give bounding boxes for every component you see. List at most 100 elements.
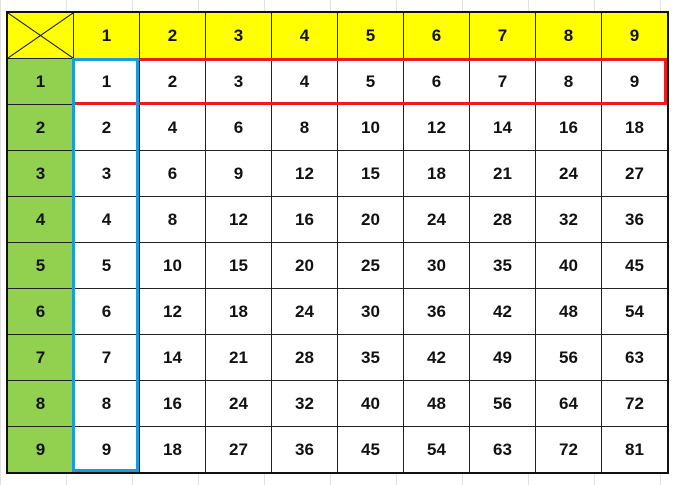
product-cell[interactable]: 42 (469, 288, 536, 335)
product-cell[interactable]: 4 (271, 58, 338, 105)
product-cell[interactable]: 63 (601, 334, 669, 381)
product-cell[interactable]: 9 (205, 150, 272, 197)
product-cell[interactable]: 4 (73, 196, 140, 243)
product-cell[interactable]: 27 (205, 426, 272, 474)
product-cell[interactable]: 14 (139, 334, 206, 381)
column-header-9[interactable]: 9 (601, 11, 669, 59)
product-cell[interactable]: 24 (535, 150, 602, 197)
product-cell[interactable]: 27 (601, 150, 669, 197)
product-cell[interactable]: 3 (73, 150, 140, 197)
column-header-6[interactable]: 6 (403, 11, 470, 59)
product-cell[interactable]: 7 (469, 58, 536, 105)
column-header-8[interactable]: 8 (535, 11, 602, 59)
product-cell[interactable]: 7 (73, 334, 140, 381)
product-cell[interactable]: 4 (139, 104, 206, 151)
column-header-2[interactable]: 2 (139, 11, 206, 59)
product-cell[interactable]: 12 (205, 196, 272, 243)
product-cell[interactable]: 5 (337, 58, 404, 105)
product-cell[interactable]: 18 (403, 150, 470, 197)
product-cell[interactable]: 25 (337, 242, 404, 289)
row-header-6[interactable]: 6 (6, 288, 74, 335)
product-cell[interactable]: 6 (73, 288, 140, 335)
row-header-7[interactable]: 7 (6, 334, 74, 381)
product-cell[interactable]: 30 (337, 288, 404, 335)
row-header-3[interactable]: 3 (6, 150, 74, 197)
product-cell[interactable]: 24 (403, 196, 470, 243)
product-cell[interactable]: 35 (337, 334, 404, 381)
product-cell[interactable]: 15 (205, 242, 272, 289)
product-cell[interactable]: 56 (535, 334, 602, 381)
product-cell[interactable]: 6 (403, 58, 470, 105)
product-cell[interactable]: 2 (73, 104, 140, 151)
column-header-7[interactable]: 7 (469, 11, 536, 59)
product-cell[interactable]: 8 (535, 58, 602, 105)
product-cell[interactable]: 45 (337, 426, 404, 474)
product-cell[interactable]: 28 (271, 334, 338, 381)
column-header-3[interactable]: 3 (205, 11, 272, 59)
product-cell[interactable]: 8 (271, 104, 338, 151)
product-cell[interactable]: 36 (271, 426, 338, 474)
product-cell[interactable]: 16 (139, 380, 206, 427)
product-cell[interactable]: 5 (73, 242, 140, 289)
column-header-1[interactable]: 1 (73, 11, 140, 59)
product-cell[interactable]: 8 (139, 196, 206, 243)
product-cell[interactable]: 32 (271, 380, 338, 427)
product-cell[interactable]: 6 (205, 104, 272, 151)
product-cell[interactable]: 48 (535, 288, 602, 335)
product-cell[interactable]: 14 (469, 104, 536, 151)
product-cell[interactable]: 64 (535, 380, 602, 427)
product-cell[interactable]: 49 (469, 334, 536, 381)
product-cell[interactable]: 21 (205, 334, 272, 381)
product-cell[interactable]: 24 (271, 288, 338, 335)
product-cell[interactable]: 40 (337, 380, 404, 427)
product-cell[interactable]: 6 (139, 150, 206, 197)
product-cell[interactable]: 2 (139, 58, 206, 105)
product-cell[interactable]: 56 (469, 380, 536, 427)
product-cell[interactable]: 9 (601, 58, 669, 105)
product-cell[interactable]: 32 (535, 196, 602, 243)
product-cell[interactable]: 72 (601, 380, 669, 427)
product-cell[interactable]: 12 (271, 150, 338, 197)
product-cell[interactable]: 45 (601, 242, 669, 289)
product-cell[interactable]: 18 (205, 288, 272, 335)
product-cell[interactable]: 20 (337, 196, 404, 243)
product-cell[interactable]: 21 (469, 150, 536, 197)
product-cell[interactable]: 18 (139, 426, 206, 474)
product-cell[interactable]: 16 (271, 196, 338, 243)
row-header-5[interactable]: 5 (6, 242, 74, 289)
product-cell[interactable]: 54 (403, 426, 470, 474)
product-cell[interactable]: 8 (73, 380, 140, 427)
column-header-5[interactable]: 5 (337, 11, 404, 59)
row-header-2[interactable]: 2 (6, 104, 74, 151)
product-cell[interactable]: 3 (205, 58, 272, 105)
product-cell[interactable]: 18 (601, 104, 669, 151)
product-cell[interactable]: 24 (205, 380, 272, 427)
product-cell[interactable]: 10 (139, 242, 206, 289)
product-cell[interactable]: 40 (535, 242, 602, 289)
column-header-4[interactable]: 4 (271, 11, 338, 59)
product-cell[interactable]: 72 (535, 426, 602, 474)
product-cell[interactable]: 54 (601, 288, 669, 335)
product-cell[interactable]: 36 (403, 288, 470, 335)
product-cell[interactable]: 36 (601, 196, 669, 243)
product-cell[interactable]: 30 (403, 242, 470, 289)
product-cell[interactable]: 12 (139, 288, 206, 335)
row-header-4[interactable]: 4 (6, 196, 74, 243)
product-cell[interactable]: 42 (403, 334, 470, 381)
product-cell[interactable]: 35 (469, 242, 536, 289)
product-cell[interactable]: 81 (601, 426, 669, 474)
row-header-1[interactable]: 1 (6, 58, 74, 105)
product-cell[interactable]: 20 (271, 242, 338, 289)
product-cell[interactable]: 1 (73, 58, 140, 105)
row-header-9[interactable]: 9 (6, 426, 74, 474)
corner-cell[interactable] (6, 11, 74, 59)
product-cell[interactable]: 16 (535, 104, 602, 151)
product-cell[interactable]: 9 (73, 426, 140, 474)
product-cell[interactable]: 15 (337, 150, 404, 197)
product-cell[interactable]: 28 (469, 196, 536, 243)
product-cell[interactable]: 48 (403, 380, 470, 427)
product-cell[interactable]: 12 (403, 104, 470, 151)
product-cell[interactable]: 10 (337, 104, 404, 151)
row-header-8[interactable]: 8 (6, 380, 74, 427)
product-cell[interactable]: 63 (469, 426, 536, 474)
